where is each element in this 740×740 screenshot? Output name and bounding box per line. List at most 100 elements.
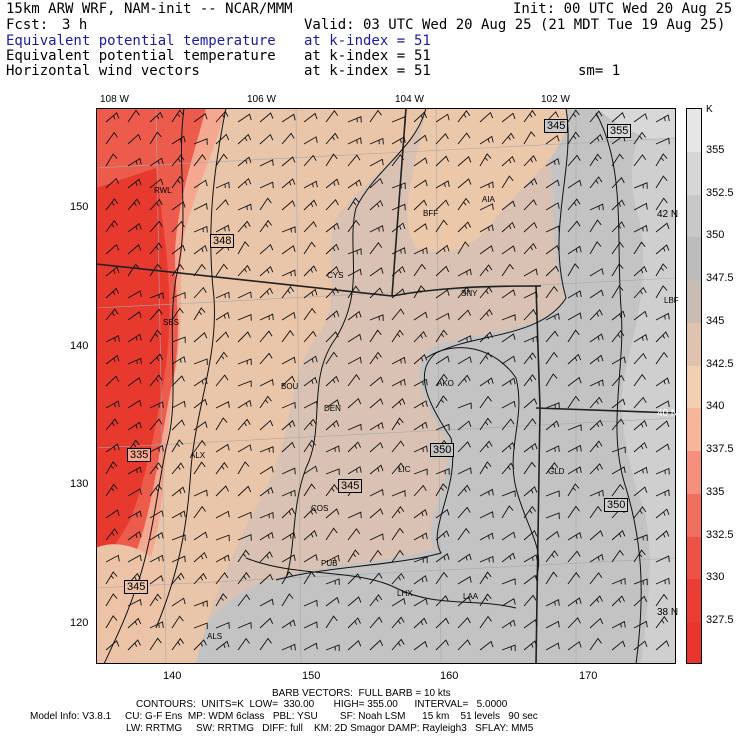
wind-barb xyxy=(105,308,119,321)
wind-barb xyxy=(413,400,428,409)
wind-barb xyxy=(655,285,668,299)
wind-barb xyxy=(413,484,427,497)
wind-barb xyxy=(325,310,340,321)
wind-barb xyxy=(369,639,384,651)
colorbar-segment xyxy=(687,194,701,238)
wind-barb xyxy=(325,644,340,652)
wind-barb xyxy=(545,420,560,431)
wind-barb xyxy=(347,356,362,365)
wind-barb xyxy=(149,510,164,519)
wind-barb xyxy=(545,373,558,387)
wind-barb xyxy=(589,219,602,233)
wind-barb xyxy=(215,181,230,189)
wind-barb xyxy=(435,571,448,585)
colorbar-segment xyxy=(687,109,701,153)
wind-barb xyxy=(303,571,316,585)
wind-barb xyxy=(611,356,626,365)
wind-barb xyxy=(149,198,163,211)
wind-barb xyxy=(435,395,448,409)
wind-barb xyxy=(303,599,318,607)
wind-barb xyxy=(281,571,294,585)
wind-barb xyxy=(193,225,208,233)
wind-barb xyxy=(149,637,162,651)
wind-barb xyxy=(589,553,604,563)
wind-barb xyxy=(105,198,119,211)
wind-barb xyxy=(171,637,185,651)
wind-barb xyxy=(237,485,252,497)
wind-barb xyxy=(193,421,208,431)
wind-barb xyxy=(281,531,296,541)
wind-barb xyxy=(127,157,142,167)
wind-barb xyxy=(413,263,426,277)
wind-barb xyxy=(479,395,492,409)
wind-barb xyxy=(149,483,163,497)
wind-barb xyxy=(325,375,340,387)
wind-barb xyxy=(171,439,184,453)
wind-barb xyxy=(545,512,560,520)
wind-barb xyxy=(149,401,164,409)
wind-barb xyxy=(413,508,428,519)
wind-barb xyxy=(325,153,338,167)
wind-barb xyxy=(369,137,384,145)
wind-barb xyxy=(215,534,230,542)
wind-barb xyxy=(171,486,186,497)
wind-barb xyxy=(655,577,670,585)
grid-x-tick: 140 xyxy=(163,670,182,682)
wind-barb xyxy=(105,640,120,651)
wind-barb xyxy=(655,114,670,123)
wind-barb xyxy=(215,485,229,497)
wind-barb xyxy=(589,176,603,189)
wind-barb xyxy=(457,402,472,410)
wind-barb xyxy=(237,444,252,453)
wind-barb xyxy=(215,640,230,651)
wind-barb xyxy=(325,420,340,431)
wind-barb xyxy=(457,374,471,387)
wind-barb xyxy=(193,489,208,497)
colorbar-tick-label: 345 xyxy=(706,314,725,327)
wind-barb xyxy=(479,461,492,475)
wind-barb xyxy=(413,311,428,321)
wind-barb xyxy=(369,616,383,629)
colorbar-tick-label: 352.5 xyxy=(706,186,734,199)
wind-barb xyxy=(567,531,582,541)
wind-barb xyxy=(127,617,142,629)
wind-barb xyxy=(259,637,272,651)
wind-barb xyxy=(237,203,252,211)
wind-barb xyxy=(633,131,646,145)
wind-barb xyxy=(435,113,450,123)
wind-barb xyxy=(457,506,471,519)
wind-barb xyxy=(193,203,208,211)
wind-barb xyxy=(171,336,186,344)
wind-barb xyxy=(457,467,472,475)
wind-barb xyxy=(567,290,582,299)
wind-barb xyxy=(325,399,340,409)
wind-barb xyxy=(303,221,317,233)
grid-y-tick: 150 xyxy=(70,201,89,213)
wind-barb xyxy=(193,600,208,607)
wind-barb xyxy=(303,418,317,431)
wind-barb xyxy=(149,593,162,607)
wind-barb xyxy=(633,154,647,167)
wind-barb xyxy=(369,287,384,299)
wind-barb xyxy=(589,333,604,343)
wind-barb xyxy=(567,550,581,563)
wind-barb xyxy=(193,551,208,563)
wind-barb xyxy=(523,594,537,607)
wind-barb xyxy=(259,573,274,585)
wind-barb xyxy=(259,197,272,211)
wind-barb xyxy=(457,178,472,189)
wind-barb xyxy=(611,483,625,497)
wind-barb xyxy=(523,131,536,145)
wind-barb xyxy=(171,175,184,189)
wind-barb xyxy=(237,113,252,123)
wind-barb xyxy=(611,153,624,167)
wind-barb xyxy=(633,578,648,586)
colorbar-tick-label: 342.5 xyxy=(706,357,734,370)
wind-barb xyxy=(589,617,604,629)
city-label: SNY xyxy=(461,289,478,298)
wind-barb xyxy=(347,137,362,145)
wind-barb xyxy=(655,197,668,211)
wind-barb xyxy=(391,440,405,453)
wind-barb xyxy=(281,178,296,189)
wind-barb xyxy=(369,441,384,453)
